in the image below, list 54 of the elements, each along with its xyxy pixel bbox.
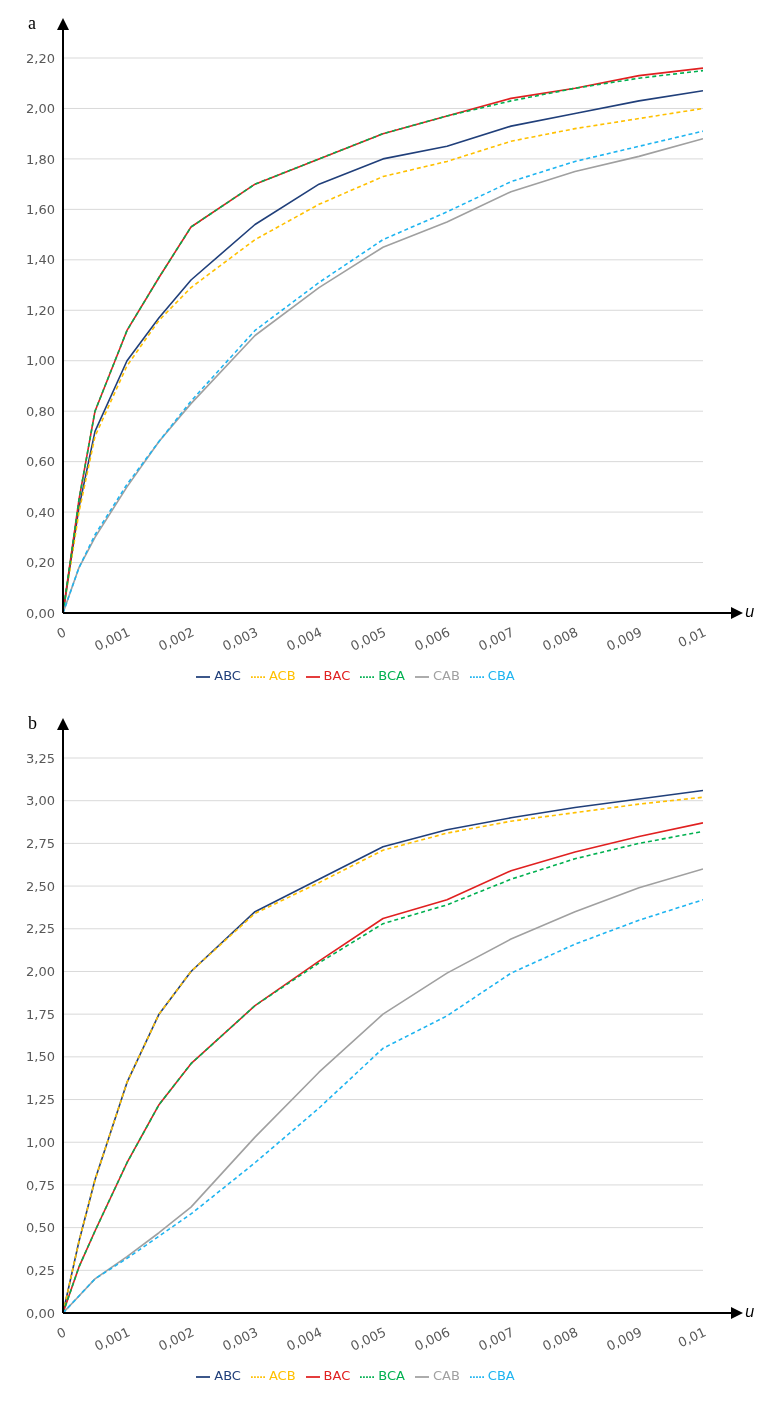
y-tick-label: 0,80 — [26, 403, 55, 419]
x-tick-label: 0,01 — [675, 624, 709, 651]
legend-label: ACB — [268, 668, 296, 683]
y-tick-label: 1,00 — [26, 353, 55, 369]
y-tick-label: 2,20 — [26, 50, 55, 66]
legend-label: ABC — [214, 1368, 241, 1383]
x-axis-title: u — [745, 1303, 755, 1321]
chart-title: b — [28, 713, 37, 734]
x-tick-label: 0,009 — [604, 624, 645, 654]
legend-label: ACB — [268, 1368, 296, 1383]
y-tick-label: 1,75 — [26, 1006, 55, 1022]
y-tick-label: 0,20 — [26, 555, 55, 571]
x-tick-label: 0,003 — [220, 624, 261, 654]
y-tick-label: 2,50 — [26, 878, 55, 894]
y-tick-label: 1,60 — [26, 201, 55, 217]
y-tick-label: 3,25 — [26, 750, 55, 766]
y-tick-label: 1,40 — [26, 252, 55, 268]
x-tick-label: 0,001 — [92, 624, 133, 654]
y-tick-label: 0,50 — [26, 1220, 55, 1236]
legend-label: BCA — [378, 668, 405, 683]
y-tick-label: 2,25 — [26, 921, 55, 937]
y-tick-label: 3,00 — [26, 793, 55, 809]
y-tick-label: 2,75 — [26, 836, 55, 851]
x-axis-title: u — [745, 603, 755, 621]
legend-label: BAC — [323, 1368, 351, 1383]
legend-label: BCA — [378, 1368, 405, 1383]
y-tick-label: 0,40 — [26, 504, 55, 520]
y-tick-label: 1,50 — [26, 1049, 55, 1065]
y-tick-label: 0,60 — [26, 454, 55, 470]
legend-label: BAC — [323, 668, 351, 683]
x-tick-label: 0,01 — [675, 1324, 709, 1351]
y-tick-label: 1,25 — [26, 1092, 55, 1108]
y-tick-label: 0,00 — [26, 605, 55, 621]
x-tick-label: 0,002 — [156, 624, 197, 654]
y-tick-label: 2,00 — [26, 964, 55, 980]
y-tick-label: 0,00 — [26, 1305, 55, 1321]
x-tick-label: 0,001 — [92, 1324, 133, 1354]
legend-label: CBA — [487, 1368, 515, 1383]
x-tick-label: 0,002 — [156, 1324, 197, 1354]
y-tick-label: 2,00 — [26, 101, 55, 117]
x-tick-label: 0,003 — [220, 1324, 261, 1354]
chart-title: a — [28, 13, 36, 34]
y-tick-label: 1,80 — [26, 151, 55, 167]
x-tick-label: 0 — [54, 624, 69, 642]
x-tick-label: 0,009 — [604, 1324, 645, 1354]
legend-label: CAB — [432, 1368, 460, 1383]
y-tick-label: 1,20 — [26, 302, 55, 318]
y-tick-label: 1,00 — [26, 1134, 55, 1150]
y-tick-label: 0,75 — [26, 1177, 55, 1193]
y-tick-label: 0,25 — [26, 1262, 55, 1278]
legend-label: ABC — [214, 668, 241, 683]
x-tick-label: 0 — [54, 1324, 69, 1342]
legend-label: CAB — [432, 668, 460, 683]
legend-label: CBA — [487, 668, 515, 683]
